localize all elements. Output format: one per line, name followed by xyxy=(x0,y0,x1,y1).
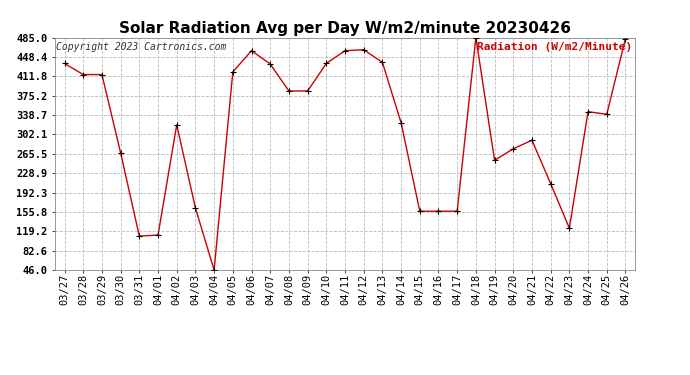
Text: Radiation (W/m2/Minute): Radiation (W/m2/Minute) xyxy=(477,42,632,52)
Title: Solar Radiation Avg per Day W/m2/minute 20230426: Solar Radiation Avg per Day W/m2/minute … xyxy=(119,21,571,36)
Text: Copyright 2023 Cartronics.com: Copyright 2023 Cartronics.com xyxy=(57,42,227,52)
